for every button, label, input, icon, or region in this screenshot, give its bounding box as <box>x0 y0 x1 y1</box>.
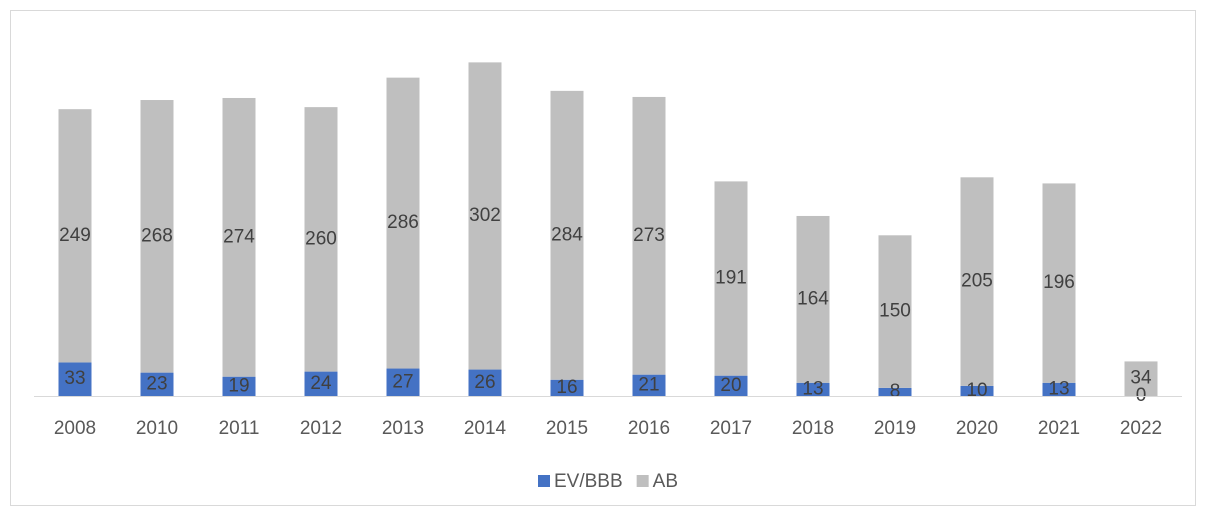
bar-segment <box>1042 183 1076 383</box>
bar-segment <box>796 382 830 396</box>
data-label: 21 <box>638 374 659 395</box>
bar-segment <box>222 97 256 377</box>
legend-swatch <box>636 475 649 487</box>
bar-segment <box>468 62 502 370</box>
x-tick-label: 2012 <box>300 418 342 439</box>
data-label: 191 <box>715 268 747 289</box>
x-tick-label: 2008 <box>54 418 96 439</box>
data-label: 33 <box>64 368 85 389</box>
data-label: 302 <box>469 205 501 226</box>
data-label: 23 <box>146 373 167 394</box>
x-tick-label: 2015 <box>546 418 588 439</box>
data-label: 24 <box>310 373 332 394</box>
x-tick-label: 2010 <box>136 418 178 439</box>
data-label: 19 <box>228 375 249 396</box>
bar-segment <box>1124 361 1158 396</box>
data-label: 164 <box>797 288 829 309</box>
data-label: 196 <box>1043 272 1075 293</box>
x-tick-label: 2019 <box>874 418 916 439</box>
bar-segment <box>714 181 748 376</box>
data-label: 274 <box>223 226 255 247</box>
bar-segment <box>632 96 666 375</box>
bar-segment <box>304 371 338 396</box>
data-label: 284 <box>551 224 583 245</box>
legend-label: AB <box>653 471 678 492</box>
bar-segment <box>550 379 584 396</box>
data-label: 34 <box>1130 368 1152 389</box>
data-label: 268 <box>141 225 173 246</box>
data-label: 13 <box>802 378 823 399</box>
data-label: 205 <box>961 271 993 292</box>
bar-segment <box>550 90 584 380</box>
bar-segment <box>386 368 420 396</box>
x-tick-label: 2014 <box>464 418 507 439</box>
x-tick-label: 2011 <box>219 418 260 439</box>
x-tick-label: 2022 <box>1120 418 1162 439</box>
bar-segment <box>222 376 256 396</box>
x-tick-label: 2018 <box>792 418 834 439</box>
bar-segment <box>714 375 748 396</box>
data-label: 260 <box>305 228 337 249</box>
data-label: 27 <box>392 371 413 392</box>
data-label: 10 <box>966 380 987 401</box>
data-label: 13 <box>1048 378 1069 399</box>
bar-segment <box>468 369 502 396</box>
bar-segment <box>140 372 174 396</box>
bar-segment <box>304 107 338 372</box>
data-label: 8 <box>890 381 901 402</box>
data-label: 26 <box>474 372 495 393</box>
bar-segment <box>1042 382 1076 396</box>
x-tick-label: 2020 <box>956 418 998 439</box>
data-label: 273 <box>633 225 665 246</box>
bar-segment <box>796 215 830 383</box>
bar-segment <box>386 77 420 369</box>
x-tick-label: 2021 <box>1038 418 1080 439</box>
bar-segment <box>878 235 912 388</box>
bar-segment <box>632 374 666 396</box>
bar-segment <box>878 387 912 396</box>
x-tick-label: 2016 <box>628 418 670 439</box>
data-label: 16 <box>556 377 577 398</box>
data-label: 249 <box>59 225 91 246</box>
bar-segment <box>960 177 994 386</box>
x-tick-label: 2017 <box>710 418 752 439</box>
bar-segment <box>58 109 92 363</box>
data-label: 0 <box>1136 385 1147 406</box>
legend-swatch <box>538 475 550 487</box>
bar-segment <box>58 362 92 396</box>
data-label: 20 <box>720 375 741 396</box>
data-label: 150 <box>879 301 911 322</box>
data-label: 286 <box>387 212 419 233</box>
bar-segment <box>960 385 994 396</box>
x-tick-label: 2013 <box>382 418 424 439</box>
bar-segment <box>140 100 174 373</box>
legend-label: EV/BBB <box>554 471 623 492</box>
chart-frame <box>10 10 1196 506</box>
